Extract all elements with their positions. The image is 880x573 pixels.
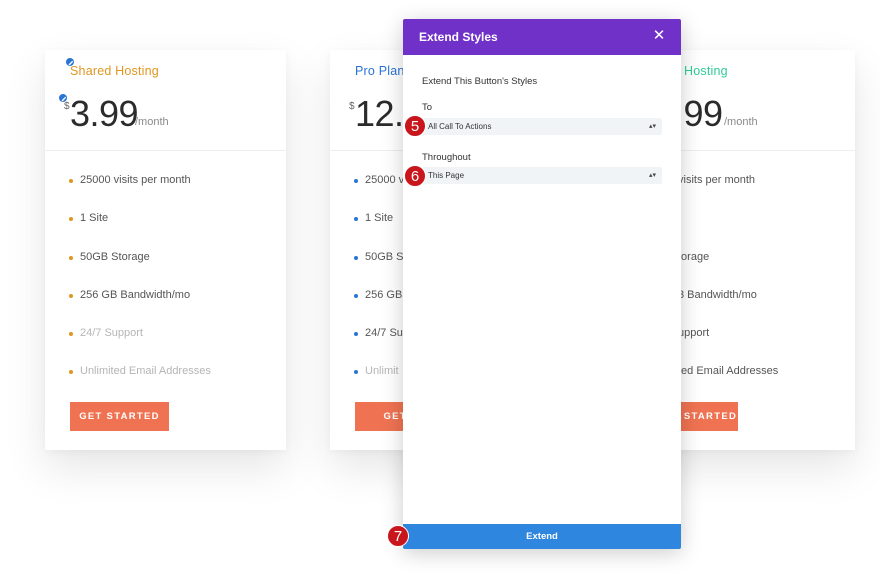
list-item: 25000 vi [354,174,409,212]
extend-styles-modal: Extend Styles ✕ Extend This Button's Sty… [403,19,681,549]
list-item: 1 Site [69,212,211,250]
feature-list: 25000 vi 1 Site 50GB St 256 GB 24/7 Sup … [354,174,409,404]
divider [614,150,855,151]
list-item [678,212,778,250]
bullet-icon [354,179,358,183]
feature-list: visits per month torage 3 Bandwidth/mo u… [678,174,778,404]
list-item: 50GB St [354,251,409,289]
bullet-icon [354,255,358,260]
select-arrows-icon: ▴▾ [648,123,656,130]
plan-name: Hosting [684,64,728,78]
price-period: /month [724,116,758,128]
bullet-icon [69,179,73,183]
list-item: 256 GB Bandwidth/mo [69,289,211,327]
plan-name: Pro Plan [355,64,405,78]
bullet-icon [354,293,358,298]
get-started-button[interactable]: STARTED [681,402,738,431]
list-item: 25000 visits per month [69,174,211,212]
currency-symbol: $ [349,101,355,112]
list-item: 24/7 Support [69,327,211,365]
list-item: ted Email Addresses [678,365,779,378]
list-item: visits per month [678,174,756,186]
to-label: To [422,102,433,113]
price-amount: .99 [674,93,723,134]
bullet-icon [354,370,358,375]
list-item: upport [678,327,710,340]
bullet-icon [69,332,73,337]
step-marker-6: 6 [404,165,426,187]
bullet-icon [69,217,73,222]
step-marker-5: 5 [404,115,426,137]
list-item: 50GB Storage [69,251,211,289]
list-item: torage [678,250,710,263]
throughout-label: Throughout [422,152,471,163]
get-started-button[interactable]: GET STARTED [70,402,169,431]
currency-symbol: $ [64,101,70,112]
extend-button[interactable]: Extend [403,524,681,549]
to-select[interactable]: All Call To Actions ▴▾ [422,118,662,135]
select-arrows-icon: ▴▾ [648,172,656,179]
step-marker-7: 7 [387,525,409,547]
list-item: 256 GB [354,289,409,327]
bullet-icon [354,332,358,337]
list-item: 3 Bandwidth/mo [678,288,757,301]
bullet-icon [69,370,73,375]
bullet-icon [69,293,73,298]
price-period: /month [135,116,169,128]
throughout-select-value: This Page [428,171,465,180]
to-select-value: All Call To Actions [428,122,492,131]
bullet-icon [69,255,73,260]
pricing-card-shared-hosting: Shared Hosting $ 3.99 /month 25000 visit… [45,50,286,450]
list-item: 24/7 Sup [354,327,409,365]
modal-title: Extend Styles [419,30,498,44]
list-item: Unlimited Email Addresses [69,365,211,403]
bullet-icon [354,217,358,222]
divider [45,150,286,151]
plan-name: Shared Hosting [70,64,159,78]
modal-subtitle: Extend This Button's Styles [422,76,538,87]
edit-pencil-icon[interactable] [58,93,68,103]
list-item: 1 Site [354,212,409,250]
close-icon[interactable]: ✕ [652,27,666,44]
edit-pencil-icon[interactable] [65,57,75,67]
throughout-select[interactable]: This Page ▴▾ [422,167,662,184]
price-amount: 3.99 [70,93,139,134]
modal-header: Extend Styles ✕ [403,19,681,55]
feature-list: 25000 visits per month 1 Site 50GB Stora… [69,174,211,404]
list-item: Unlimit [354,365,409,403]
